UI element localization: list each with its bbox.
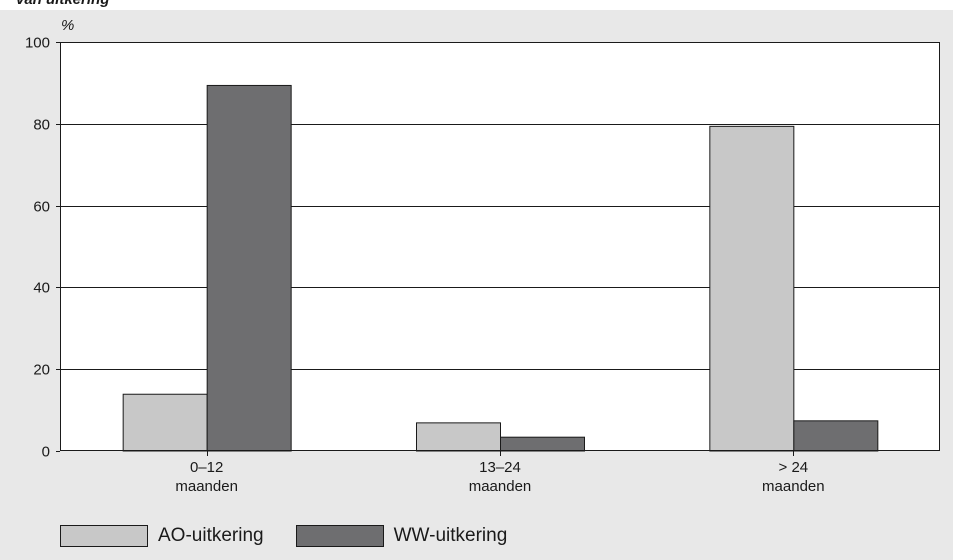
y-tick-label: 20 <box>33 362 50 379</box>
plot-frame <box>60 42 940 451</box>
plot-area <box>60 42 940 451</box>
bar-ww-uitkering-1 <box>500 436 585 452</box>
legend-swatch <box>60 525 148 547</box>
x-tick-label: maanden <box>762 478 825 495</box>
chart-title: van uitkering <box>16 0 109 8</box>
y-tick-label: 40 <box>33 280 50 297</box>
legend-swatch <box>295 525 384 547</box>
bar-ao-uitkering-1 <box>416 422 501 452</box>
y-unit-label: % <box>61 17 74 34</box>
y-axis: 0 20 40 60 80 100 <box>25 35 60 461</box>
title-strip: van uitkering <box>0 0 953 10</box>
bars <box>122 84 879 452</box>
x-tick-label: 13–24 <box>479 459 521 476</box>
bar-ww-uitkering-2 <box>793 420 879 452</box>
x-axis: 0–12 maanden 13–24 maanden > 24 maanden <box>175 451 825 495</box>
y-tick-label: 100 <box>25 35 50 52</box>
legend-label: AO-uitkering <box>158 525 264 546</box>
x-tick-label: 0–12 <box>190 459 223 476</box>
legend-label: WW-uitkering <box>393 525 508 546</box>
y-tick-label: 60 <box>33 199 50 216</box>
bar-ao-uitkering-0 <box>122 393 208 452</box>
x-tick-label: maanden <box>469 478 532 495</box>
bar-ww-uitkering-0 <box>206 84 292 452</box>
legend-item: WW-uitkering <box>295 525 508 547</box>
legend: AO-uitkering WW-uitkering <box>60 521 539 551</box>
x-tick-label: maanden <box>175 478 238 495</box>
y-tick-label: 0 <box>42 444 50 461</box>
bar-chart: 0 20 40 60 80 100 0–12 maanden 13–24 maanden > 24… <box>25 17 940 495</box>
y-tick-label: 80 <box>33 117 50 134</box>
legend-item: AO-uitkering <box>60 525 264 547</box>
bar-ao-uitkering-2 <box>709 125 795 452</box>
x-tick-label: > 24 <box>779 459 809 476</box>
